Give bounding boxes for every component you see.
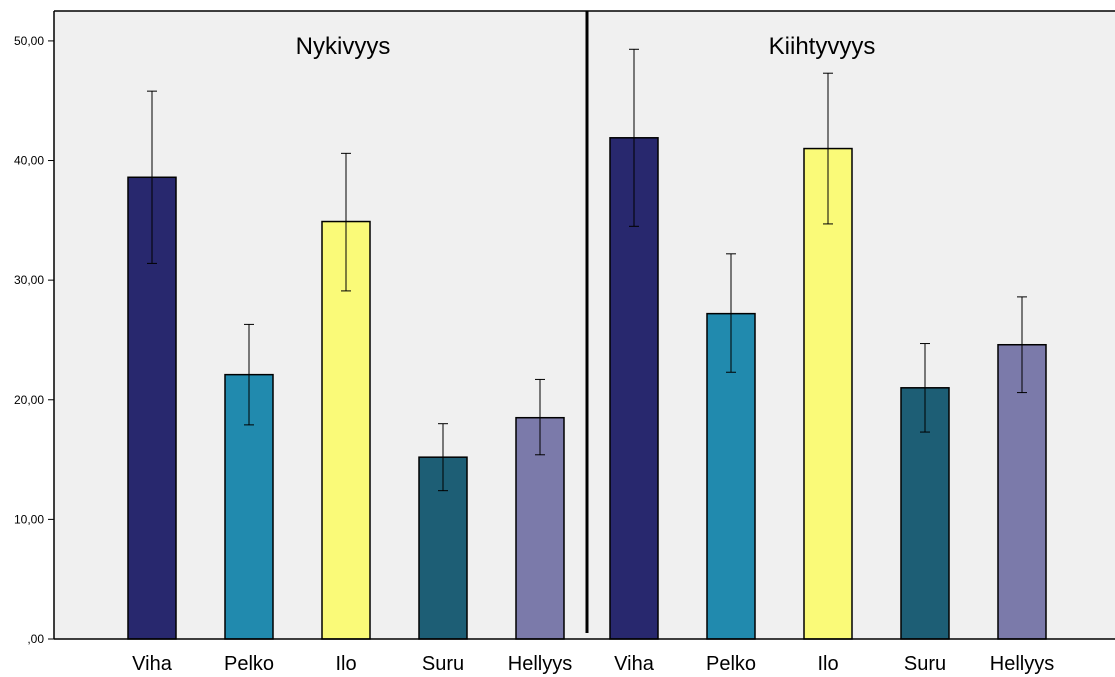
y-tick-label: 30,00: [14, 273, 44, 287]
x-category-label: Viha: [614, 653, 655, 675]
x-category-label: Ilo: [817, 653, 838, 675]
panel-title-kiihtyvyys: Kiihtyvyys: [769, 33, 876, 60]
plot-background: [54, 11, 1115, 639]
x-category-label: Hellyys: [990, 653, 1054, 675]
x-category-label: Suru: [422, 653, 464, 675]
y-tick-label: 20,00: [14, 393, 44, 407]
bar-kiihtyvyys-ilo: [803, 147, 853, 640]
bar-kiihtyvyys-hellyys: [997, 343, 1047, 640]
x-category-label: Ilo: [335, 653, 356, 675]
x-category-label: Suru: [904, 653, 946, 675]
y-tick-label: 10,00: [14, 512, 44, 526]
y-tick-label: 40,00: [14, 154, 44, 168]
y-tick-label: 50,00: [14, 34, 44, 48]
x-category-label: Hellyys: [508, 653, 572, 675]
panel-title-nykivyys: Nykivyys: [296, 33, 391, 60]
y-tick-label: ,00: [27, 632, 44, 646]
x-category-label: Pelko: [224, 653, 274, 675]
bar-nykivyys-suru: [418, 456, 468, 640]
x-category-label: Pelko: [706, 653, 756, 675]
x-category-label: Viha: [132, 653, 173, 675]
